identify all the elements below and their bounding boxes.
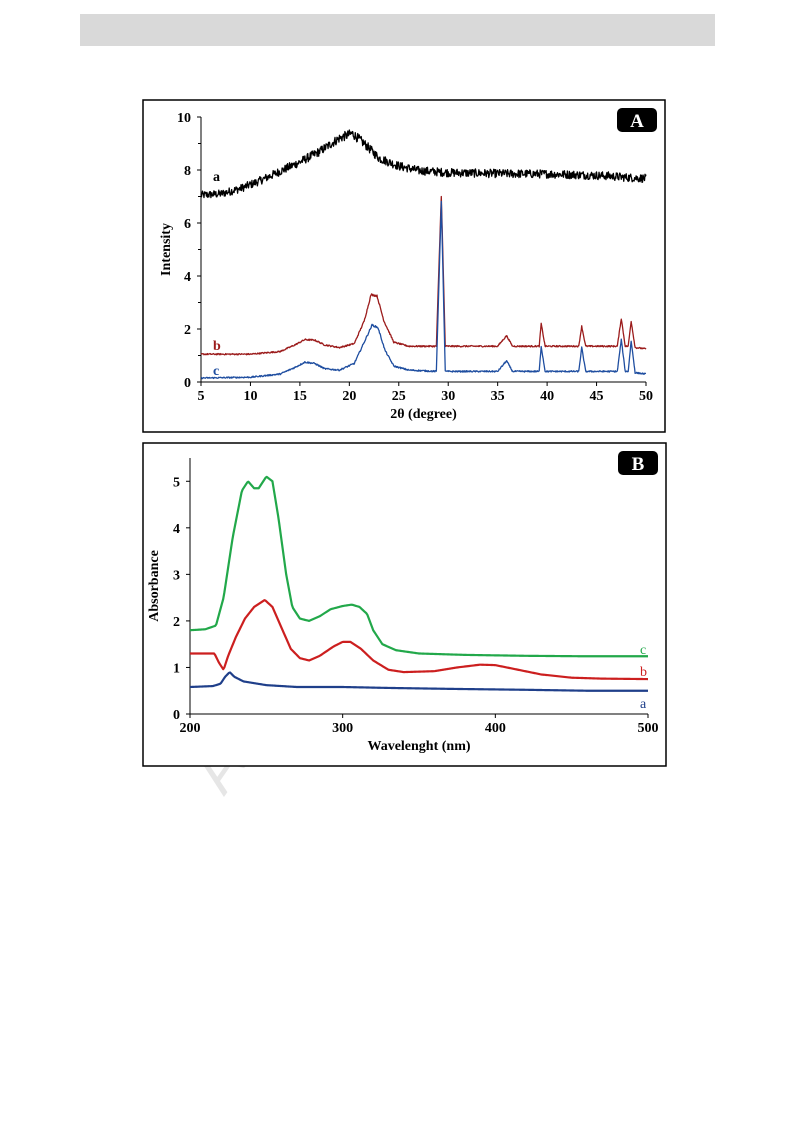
y-tick-label: 8 — [184, 164, 191, 179]
y-tick-label: 0 — [184, 376, 191, 391]
y-axis-label: Absorbance — [147, 550, 162, 622]
x-tick-label: 50 — [639, 389, 653, 404]
series-label-c: c — [213, 364, 219, 379]
panel-label-badge — [618, 451, 658, 475]
x-tick-label: 400 — [485, 721, 506, 736]
x-tick-label: 25 — [392, 389, 406, 404]
series-line-a — [189, 671, 648, 692]
series-line-b — [190, 599, 649, 681]
series-label-b: b — [640, 665, 647, 680]
x-tick-label: 40 — [540, 389, 554, 404]
x-tick-label: 15 — [293, 389, 307, 404]
y-axis-label: Intensity — [159, 223, 174, 276]
series-label-a: a — [640, 697, 647, 712]
panel-frame — [142, 442, 667, 767]
panel-label: B — [632, 454, 645, 475]
y-tick-label: 2 — [173, 615, 180, 630]
panel-label: A — [630, 111, 644, 132]
x-tick-label: 5 — [198, 389, 205, 404]
x-axis-label: Wavelenght (nm) — [367, 739, 470, 754]
x-axis-label: 2θ (degree) — [390, 407, 457, 422]
series-line-b — [200, 195, 647, 356]
panel-a-xrd-chart: 5 10 15 20 25 30 35 40 45 50 0 2 4 6 8 10 2θ (degree) Int… — [142, 99, 666, 433]
x-tick-label: 35 — [491, 389, 505, 404]
header-bar — [80, 14, 715, 46]
y-tick-label: 5 — [173, 475, 180, 490]
series-label-a: a — [213, 170, 220, 185]
panel-label-badge — [617, 108, 657, 132]
panel-b-uv-vis-chart: 200 300 400 500 0 1 2 3 4 5 Wavelenght (nm) Absorba… — [142, 442, 667, 767]
y-tick-label: 1 — [173, 661, 180, 676]
x-tick-label: 500 — [638, 721, 659, 736]
series-line-c — [189, 475, 648, 658]
x-tick-label: 30 — [441, 389, 455, 404]
series-line-c — [200, 200, 647, 380]
y-tick-label: 10 — [177, 111, 191, 126]
y-tick-label: 3 — [173, 568, 180, 583]
x-tick-label: 10 — [243, 389, 257, 404]
x-tick-label: 200 — [180, 721, 201, 736]
y-tick-label: 4 — [173, 522, 180, 537]
y-tick-label: 6 — [184, 217, 191, 232]
x-tick-label: 300 — [332, 721, 353, 736]
series-label-c: c — [640, 643, 646, 658]
series-line-a — [200, 129, 647, 199]
y-tick-label: 4 — [184, 270, 191, 285]
x-tick-label: 20 — [342, 389, 356, 404]
panel-frame — [142, 99, 666, 433]
series-label-b: b — [213, 339, 221, 354]
y-tick-label: 0 — [173, 708, 180, 723]
x-tick-label: 45 — [590, 389, 604, 404]
y-tick-label: 2 — [184, 323, 191, 338]
